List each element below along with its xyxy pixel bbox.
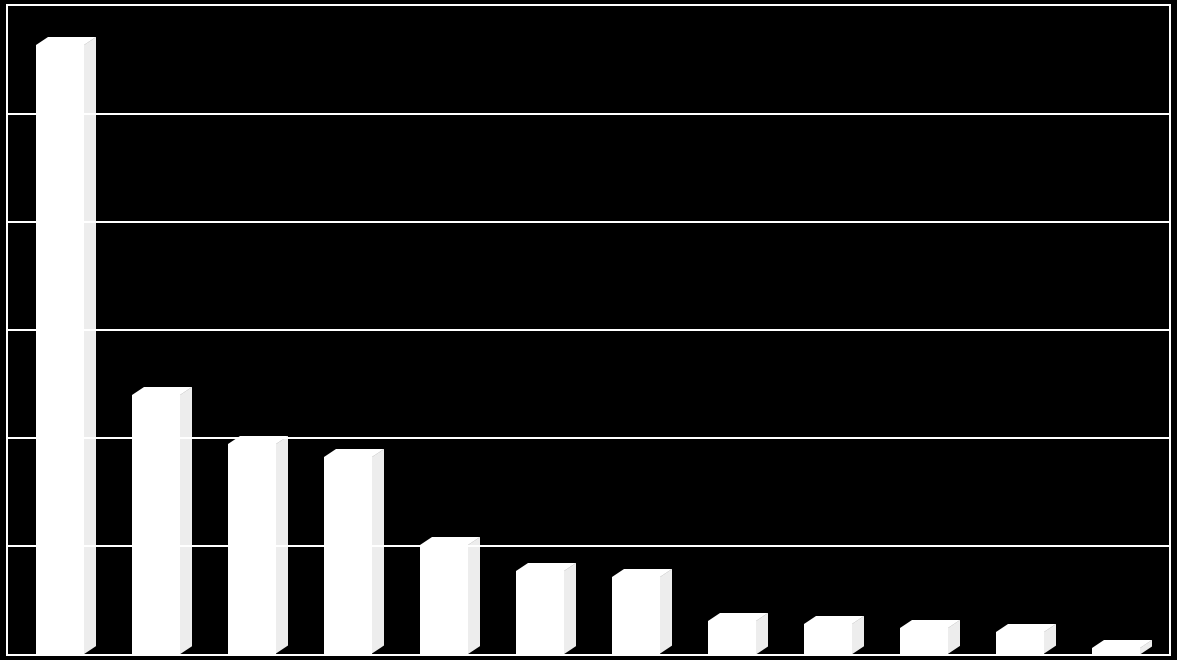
bar [516, 563, 576, 654]
bar-front-face [612, 577, 660, 654]
bar-side-face [564, 563, 577, 654]
bar-front-face [900, 628, 948, 654]
bar-front-face [420, 545, 468, 654]
bar-side-face [180, 387, 193, 654]
bar-chart [0, 0, 1177, 660]
bar-front-face [996, 632, 1044, 654]
bar [324, 449, 384, 654]
bar [708, 613, 768, 654]
gridline [8, 113, 1169, 115]
bar [612, 569, 672, 654]
bar [132, 387, 192, 654]
bar-side-face [372, 449, 385, 654]
bar-front-face [804, 624, 852, 654]
gridline [8, 545, 1169, 547]
bar [900, 620, 960, 654]
bar-side-face [660, 569, 673, 654]
gridline [8, 329, 1169, 331]
bar-front-face [228, 444, 276, 654]
bar-front-face [324, 457, 372, 654]
bar-side-face [468, 537, 481, 654]
bar-front-face [36, 45, 84, 654]
plot-area [6, 4, 1171, 656]
bar-front-face [708, 621, 756, 654]
gridline [8, 437, 1169, 439]
bar [804, 616, 864, 654]
bar-front-face [132, 395, 180, 654]
bar [36, 37, 96, 654]
gridline [8, 221, 1169, 223]
bar [420, 537, 480, 654]
bar [996, 624, 1056, 654]
bar-side-face [84, 37, 97, 654]
bar-front-face [516, 571, 564, 654]
bar-front-face [1092, 648, 1140, 654]
bar [1092, 640, 1152, 654]
